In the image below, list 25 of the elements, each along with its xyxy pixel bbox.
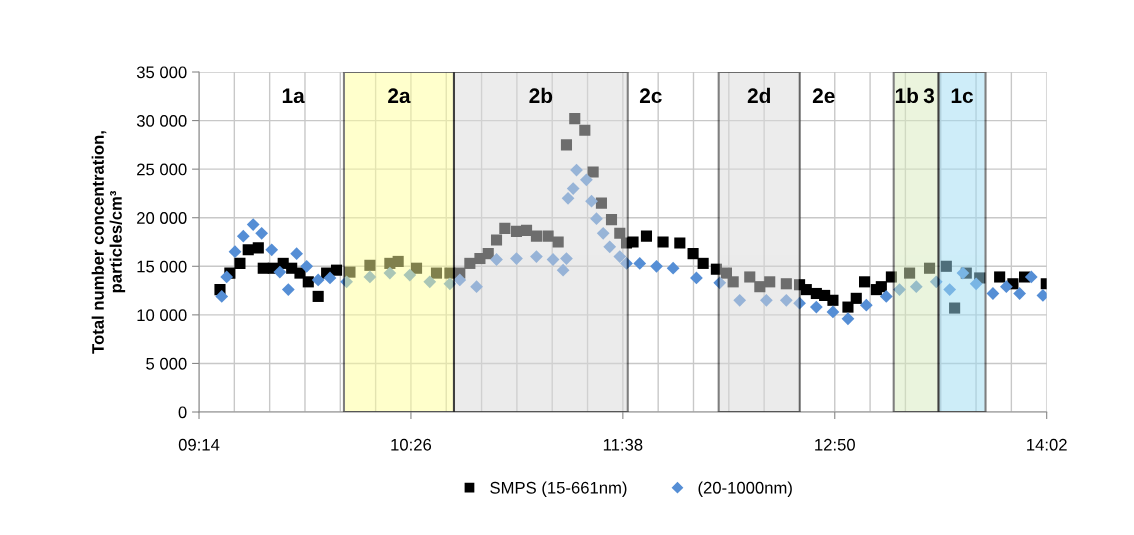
x-tick-label: 14:02 [1027,438,1067,451]
x-tick-label: 11:38 [603,438,643,451]
y-tick-label: 5 000 [146,357,187,370]
band-label: 2b [529,87,553,104]
y-tick-label: 25 000 [137,163,187,176]
annotation: 3 [923,88,935,104]
annotation: 2c [639,88,662,104]
band-label: 1c [951,88,974,104]
legend-label: SMPS (15-661nm) [490,481,627,497]
band-label: 2a [388,88,411,104]
annotation: 1a [282,88,305,104]
y-axis-title: Total number concentration, particles/cm³ [91,131,126,354]
y-tick-label: 15 000 [137,260,187,273]
annotation: 2e [812,88,835,104]
band-label: 1b [895,87,919,104]
legend-label: (20-1000nm) [698,481,792,497]
x-tick-label: 10:26 [391,438,432,451]
y-tick-label: 0 [178,406,187,419]
band-label: 2d [747,87,770,104]
x-tick-label: 09:14 [178,438,220,451]
y-tick-label: 30 000 [136,114,187,127]
y-tick-label: 20 000 [137,212,187,224]
y-tick-label: 10 000 [137,309,187,322]
y-tick-label: 35 000 [136,66,187,79]
x-tick-label: 12:50 [815,438,855,451]
